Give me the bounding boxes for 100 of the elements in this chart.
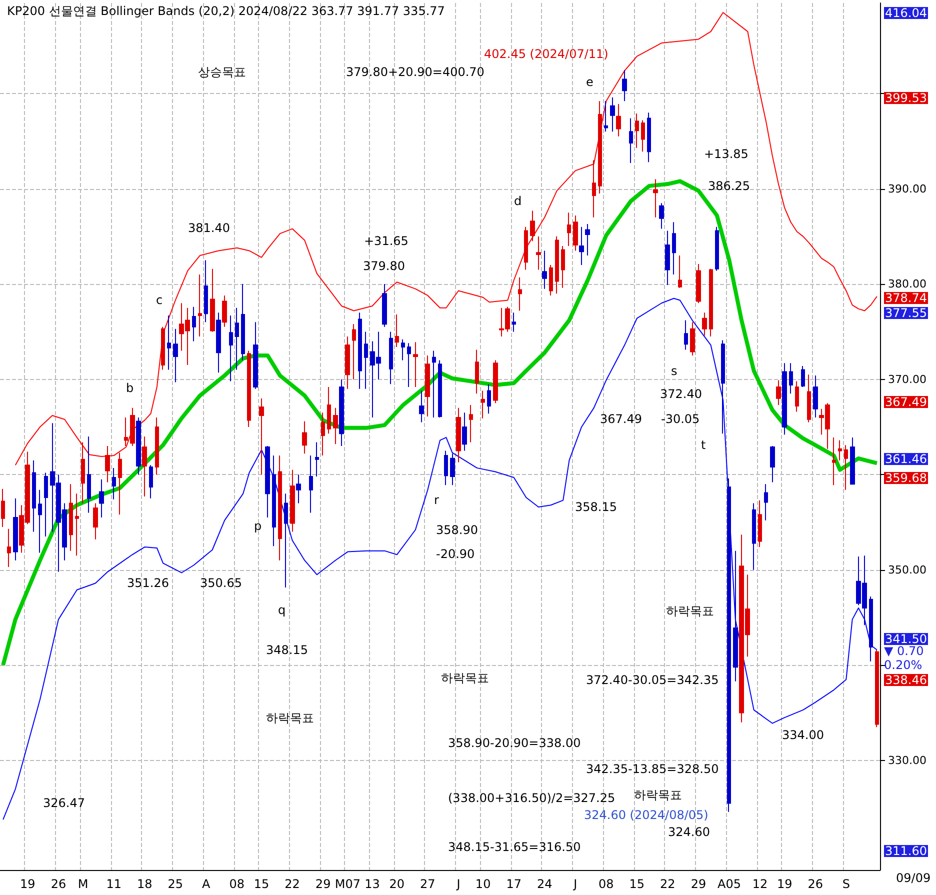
candlestick <box>290 469 295 532</box>
candlestick <box>641 120 645 152</box>
candlestick <box>339 378 344 447</box>
candlestick <box>395 314 399 348</box>
candlestick <box>696 264 701 304</box>
candlestick <box>142 436 147 498</box>
candlestick <box>875 649 879 728</box>
candlestick <box>512 312 516 332</box>
annotation: 379.80+20.90=400.70 <box>346 65 484 79</box>
candlestick <box>247 350 251 428</box>
candlestick <box>629 118 633 164</box>
candlestick <box>229 315 233 382</box>
x-tick-label: 12 <box>752 877 768 891</box>
annotation: 372.40-30.05=342.35 <box>586 673 719 687</box>
candlestick <box>444 450 448 486</box>
candlestick <box>161 326 165 370</box>
x-tick-label: 19 <box>20 877 36 891</box>
annotation: 358.90-20.90=338.00 <box>448 736 581 750</box>
annotation: 하락목표 <box>441 671 489 685</box>
candlestick <box>807 374 811 423</box>
annotation: 386.25 <box>708 179 750 193</box>
x-tick-label: 22 <box>284 877 300 891</box>
candlestick <box>407 342 411 388</box>
candlestick <box>204 260 208 323</box>
candlestick <box>592 160 596 218</box>
annotation: 하락목표 <box>666 604 714 618</box>
y-tick-label: 330.00 <box>888 754 926 767</box>
candlestick <box>801 365 805 388</box>
x-tick-label: J <box>572 877 578 891</box>
x-tick-label: 18 <box>136 877 152 891</box>
annotation: r <box>434 493 439 507</box>
x-tick-label: M07 <box>334 877 361 891</box>
candlestick <box>302 420 307 454</box>
x-tick-label: 10 <box>475 877 491 891</box>
candlestick <box>265 446 270 518</box>
candlestick <box>130 407 135 447</box>
candlestick <box>635 113 639 148</box>
candlestick <box>518 276 522 312</box>
candlestick <box>869 596 873 662</box>
candlestick <box>721 340 725 434</box>
candlestick <box>272 455 276 547</box>
candlestick <box>315 442 319 478</box>
annotation: c <box>156 293 163 307</box>
candlestick <box>536 236 541 270</box>
candlestick <box>87 436 91 514</box>
annotation: 402.45 (2024/07/11) <box>484 47 608 61</box>
x-tick-label: 17 <box>506 877 522 891</box>
candlestick <box>665 230 670 286</box>
candlestick <box>296 474 301 504</box>
annotation: 350.65 <box>200 576 242 590</box>
annotation: -20.90 <box>436 547 475 561</box>
candlestick <box>413 342 418 388</box>
candlestick <box>327 386 331 434</box>
candlestick <box>542 250 547 290</box>
candlestick <box>358 312 362 390</box>
candlestick <box>149 464 153 499</box>
text: 361.46 <box>885 452 927 466</box>
candlestick <box>198 274 202 337</box>
candlestick <box>456 407 461 463</box>
candlestick <box>702 312 707 336</box>
candlestick <box>789 362 793 394</box>
candlestick <box>253 322 258 390</box>
candlestick <box>167 315 171 370</box>
x-tick-label: 25 <box>168 877 184 891</box>
candlestick <box>450 453 455 486</box>
candlestick <box>844 444 848 490</box>
annotation: 379.80 <box>363 259 405 273</box>
candlestick <box>389 331 393 385</box>
candlestick <box>733 550 738 682</box>
candlestick <box>425 355 430 417</box>
annotation: b <box>126 381 134 395</box>
annotation: 348.15-31.65=316.50 <box>448 840 581 854</box>
candlestick <box>210 268 215 332</box>
candlestick <box>579 226 584 266</box>
annotation: 358.15 <box>575 500 617 514</box>
candlestick <box>432 350 436 418</box>
text: 377.55 <box>885 306 927 320</box>
annotation: 351.26 <box>127 576 169 590</box>
candlestick <box>524 226 528 270</box>
annotation: 326.47 <box>43 796 85 810</box>
candlestick <box>1 488 5 528</box>
candlestick <box>727 478 731 812</box>
candlestick <box>222 294 227 328</box>
candlestick <box>481 390 485 419</box>
candlestick <box>438 360 442 418</box>
candlestick <box>622 70 627 102</box>
annotation: q <box>278 603 286 617</box>
x-tick-label: S <box>842 877 850 891</box>
annotation: 342.35-13.85=328.50 <box>586 762 719 776</box>
candlestick <box>850 436 855 485</box>
x-tick-label: 27 <box>420 877 436 891</box>
line-series <box>1 179 879 668</box>
candlestick <box>653 178 658 218</box>
candlestick <box>567 212 571 246</box>
candlestick <box>38 489 42 554</box>
text: 09/09 <box>896 871 931 885</box>
annotation: -30.05 <box>661 412 700 426</box>
annotation: t <box>701 438 706 452</box>
annotation: 324.60 <box>668 825 710 839</box>
candlestick <box>549 264 553 296</box>
